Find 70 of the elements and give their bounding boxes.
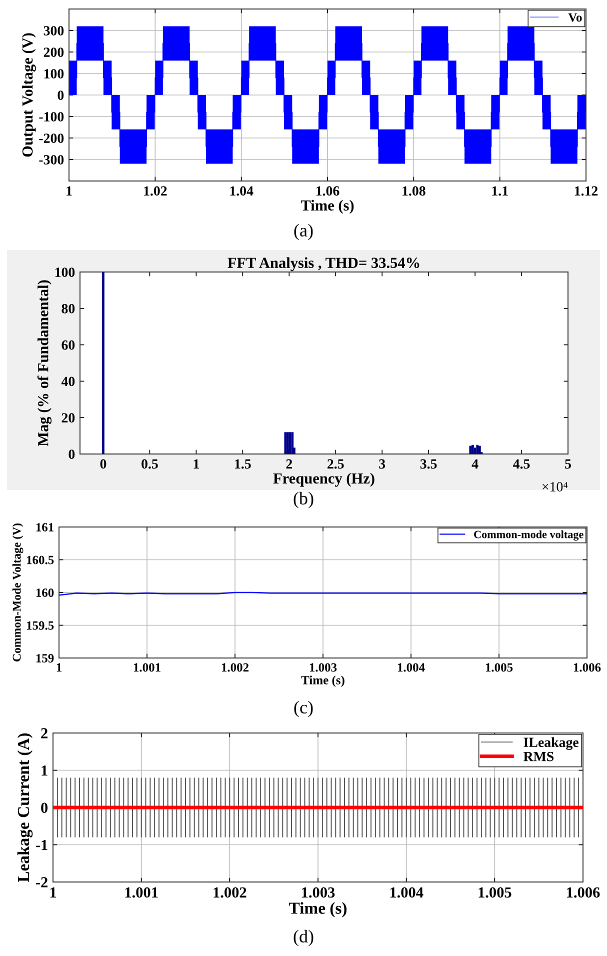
text: (b): [294, 492, 314, 508]
x-tick-label: 4.5: [513, 459, 530, 469]
x-tick-label: 3.5: [420, 459, 437, 469]
x-tick-label: 1.004: [390, 887, 424, 898]
text: (d): [294, 930, 314, 946]
y-tick-label: 80: [62, 304, 75, 314]
x-tick-label: 1: [194, 459, 199, 468]
y-axis-title: Output Voltage (V): [22, 33, 36, 157]
text: (c): [294, 700, 313, 718]
x-tick-label: 3: [379, 459, 386, 469]
y-tick-label: 100: [44, 69, 64, 78]
x-tick-label: 1.003: [310, 663, 337, 672]
y-tick-label: -1: [36, 840, 48, 850]
x-tick-label: 0: [100, 459, 106, 469]
y-tick-label: 2: [41, 728, 48, 738]
x-tick-label: 1.002: [222, 663, 249, 672]
x-tick-label: 1.004: [398, 663, 425, 672]
x-tick-label: 1.002: [214, 887, 246, 898]
legend-label: Vo: [568, 13, 582, 22]
text: (a): [294, 224, 313, 240]
y-tick-label: 20: [62, 413, 75, 423]
y-tick-label: 159.5: [27, 621, 54, 630]
x-tick-label: 1.005: [478, 887, 512, 898]
x-axis-title: Time (s): [289, 902, 347, 918]
x-axis-title: Frequency (Hz): [273, 472, 374, 487]
x-tick-label: 1.001: [134, 663, 160, 672]
y-axis-title: Leakage Current (A): [17, 733, 33, 882]
x-tick-label: 1.1: [492, 186, 508, 196]
x-tick-label: 1.02: [144, 186, 167, 196]
y-tick-label: 0: [68, 450, 75, 459]
y-tick-label: 0: [41, 802, 48, 813]
x-tick-label: 0.5: [142, 459, 158, 469]
x-tick-label: 1.08: [402, 186, 426, 196]
x-axis-title: Time (s): [301, 676, 344, 687]
y-tick-label: 1: [42, 765, 48, 776]
y-tick-label: 300: [44, 26, 64, 36]
y-axis-title: Mag (% of Fundamental): [37, 280, 52, 446]
x-tick-label: 1.06: [316, 186, 340, 196]
y-tick-label: 160.5: [27, 556, 54, 564]
x-tick-label: 1.006: [574, 663, 601, 672]
x-tick-label: 1.005: [486, 663, 513, 672]
x-axis-title: Time (s): [300, 200, 354, 214]
y-tick-label: 200: [44, 48, 64, 57]
legend-label: RMS: [524, 752, 554, 762]
x-tick-label: 1.12: [574, 186, 598, 196]
y-tick-label: 40: [61, 376, 75, 386]
x-tick-label: 1.04: [230, 186, 254, 196]
y-tick-label: 0: [58, 90, 64, 100]
x-tick-label: 1.5: [235, 459, 251, 469]
y-tick-label: 160: [36, 588, 54, 597]
y-axis-title: Common-Mode Voltage (V): [12, 524, 24, 662]
x-tick-label: 5: [565, 459, 571, 469]
x-tick-label: 4: [472, 459, 478, 468]
x-tick-label: 2: [286, 459, 292, 468]
x-tick-label: 1.006: [567, 887, 600, 898]
text: ×10⁴: [542, 482, 568, 492]
x-tick-label: 2.5: [328, 459, 344, 469]
chart-title: FFT Analysis , THD= 33.54%: [228, 257, 420, 272]
x-tick-label: 1.001: [125, 887, 158, 898]
y-tick-label: -300: [39, 155, 64, 164]
y-tick-label: -200: [39, 134, 64, 143]
y-tick-label: 100: [55, 268, 75, 277]
x-tick-label: 1.003: [302, 887, 335, 898]
y-tick-label: 60: [62, 340, 75, 350]
legend-label: ILeakage: [524, 737, 578, 750]
legend-label: Common-mode voltage: [474, 530, 584, 541]
y-tick-label: 161: [36, 523, 54, 532]
y-tick-label: 159: [36, 654, 54, 662]
y-tick-label: -2: [36, 877, 48, 888]
y-tick-label: -100: [39, 112, 64, 122]
